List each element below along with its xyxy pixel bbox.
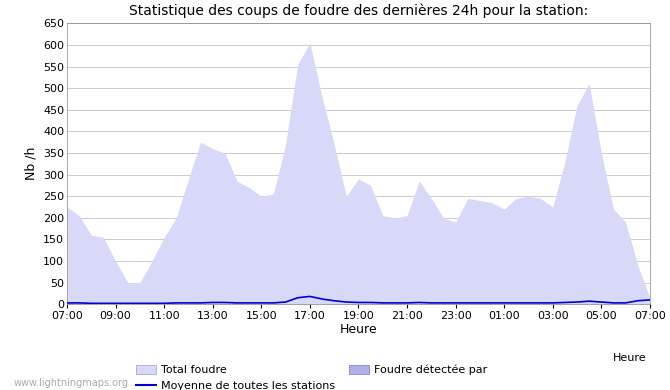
Title: Statistique des coups de foudre des dernières 24h pour la station:: Statistique des coups de foudre des dern… <box>129 4 588 18</box>
Text: Heure: Heure <box>613 353 647 363</box>
X-axis label: Heure: Heure <box>340 323 377 335</box>
Legend: Total foudre, Moyenne de toutes les stations, Foudre détectée par: Total foudre, Moyenne de toutes les stat… <box>136 365 488 390</box>
Y-axis label: Nb /h: Nb /h <box>25 147 38 181</box>
Text: www.lightningmaps.org: www.lightningmaps.org <box>13 378 129 388</box>
